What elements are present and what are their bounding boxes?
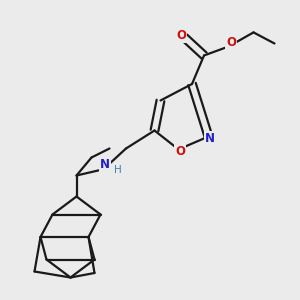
Text: O: O (226, 36, 236, 50)
Text: N: N (205, 132, 215, 146)
Text: H: H (114, 165, 122, 175)
Text: O: O (176, 28, 186, 42)
Text: N: N (100, 158, 110, 172)
Text: O: O (175, 145, 185, 158)
